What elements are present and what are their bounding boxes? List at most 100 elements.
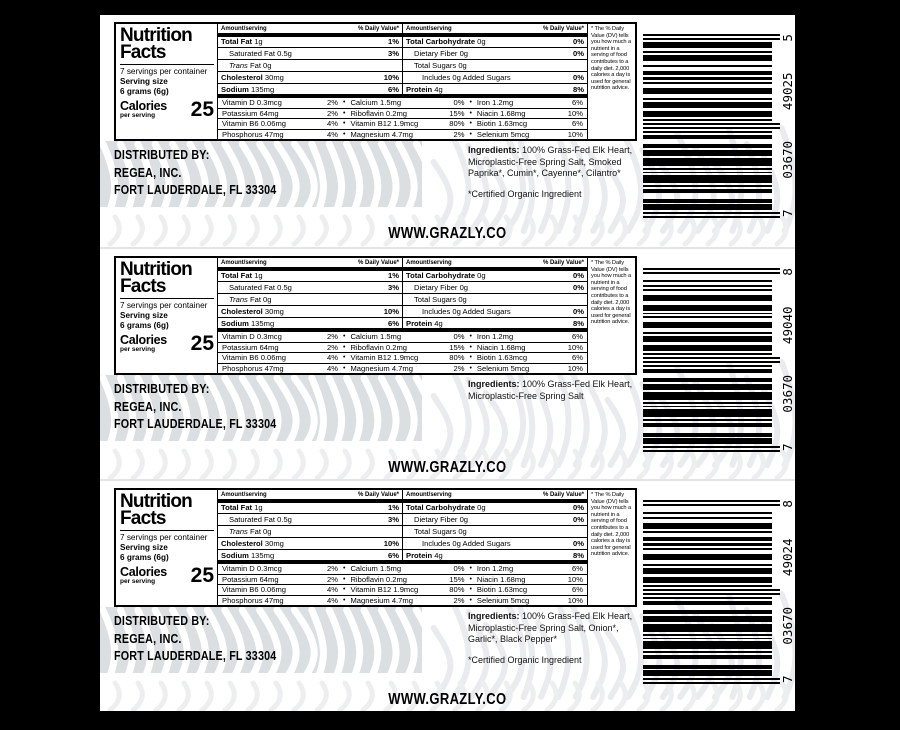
nutrition-facts-panel: Nutrition Facts 7 servings per container… [114, 488, 637, 607]
bullet-separator: • [469, 596, 472, 604]
ingredients-block: Ingredients: 100% Grass-Fed Elk Heart, M… [468, 611, 642, 666]
thick-rule [403, 499, 587, 503]
nutrient-row: Total Carbohydrate 0g 0% [406, 37, 584, 47]
nutrient-row: Sodium 135mg 6% [218, 82, 402, 95]
calories-value: 25 [190, 564, 214, 587]
nutrition-facts-left-panel: Nutrition Facts 7 servings per container… [116, 258, 218, 373]
nutrition-facts-left-panel: Nutrition Facts 7 servings per container… [116, 490, 218, 605]
labels-stack: Nutrition Facts 7 servings per container… [100, 15, 795, 711]
nutrient-row: Dietary Fiber 0g 0% [403, 47, 587, 59]
nutrient-row: Total Carbohydrate 0g 0% [406, 271, 584, 281]
distributor-address: FORT LAUDERDALE, FL 33304 [114, 417, 277, 431]
micronutrient-row: Phosphorus 47mg 4% • Magnesium 4.7mg 2% • … [218, 362, 587, 374]
nutrient-table: Amount/serving % Daily Value* Total Fat … [218, 24, 587, 139]
nutrient-row: Sodium 135mg 6% [218, 316, 402, 329]
serving-size-label: Serving size [120, 543, 168, 552]
distributor-line: DISTRIBUTED BY: [114, 148, 210, 162]
micronutrient-table: Vitamin D 0.3mcg 2% • Calcium 1.5mg 0% • I… [218, 98, 587, 139]
nutrient-row: Cholesterol 30mg 10% [218, 304, 402, 317]
bullet-separator: • [343, 109, 346, 117]
distributor-name: REGEA, INC. [114, 631, 182, 646]
micronutrient-row: Phosphorus 47mg 4% • Magnesium 4.7mg 2% • … [218, 128, 587, 140]
distributor-line: DISTRIBUTED BY: [114, 614, 210, 628]
serving-size-label: Serving size [120, 77, 168, 86]
thick-rule [403, 267, 587, 271]
upc-barcode: 7 03670 49040 8 [643, 267, 795, 452]
calories-label: Calories [120, 99, 167, 113]
title-line-1: Nutrition [120, 491, 193, 512]
micronutrient-row: Vitamin D 0.3mcg 2% • Calcium 1.5mg 0% • I… [222, 98, 583, 108]
column-header: Amount/serving % Daily Value* [403, 490, 587, 499]
title-divider [120, 64, 214, 65]
nutrient-column-left: Amount/serving % Daily Value* Total Fat … [218, 24, 402, 98]
micronutrient-row: Vitamin D 0.3mcg 2% • Calcium 1.5mg 0% • I… [222, 332, 583, 342]
calories-sublabel: per serving [120, 112, 156, 119]
nutrient-row: Saturated Fat 0.5g 3% [218, 281, 402, 293]
bullet-separator: • [343, 596, 346, 604]
bullet-separator: • [469, 364, 472, 372]
ingredients-label: Ingredients: [468, 379, 520, 389]
distributor-address: FORT LAUDERDALE, FL 33304 [114, 649, 277, 663]
nutrient-row: Protein 4g 8% [403, 82, 587, 95]
micronutrient-row: Potassium 64mg 2% • Riboflavin 0.2mg 15% •… [218, 573, 587, 585]
ingredients-label: Ingredients: [468, 145, 520, 155]
servings-per-container: 7 servings per container [120, 67, 208, 76]
amount-serving-header: Amount/serving [406, 492, 452, 498]
calories-row: Calories per serving 25 [120, 564, 214, 587]
micronutrient-row: Potassium 64mg 2% • Riboflavin 0.2mg 15% •… [218, 107, 587, 119]
amount-serving-header: Amount/serving [221, 492, 267, 498]
serving-size-value: 6 grams (6g) [120, 552, 169, 562]
nutrition-facts-title: Nutrition Facts [120, 26, 214, 61]
thick-rule [218, 328, 402, 332]
bullet-separator: • [343, 333, 346, 341]
serving-size-value: 6 grams (6g) [120, 320, 169, 330]
nutrient-column-left: Amount/serving % Daily Value* Total Fat … [218, 258, 402, 332]
nutrient-row: Total Fat 1g 1% [221, 37, 399, 47]
distributor-name: REGEA, INC. [114, 399, 182, 414]
nutrient-row: Total Sugars 0g [403, 59, 587, 71]
daily-value-header: % Daily Value* [542, 26, 584, 32]
product-label: Nutrition Facts 7 servings per container… [100, 479, 795, 711]
servings-per-container: 7 servings per container [120, 301, 208, 310]
nutrient-row: Dietary Fiber 0g 0% [403, 281, 587, 293]
amount-serving-header: Amount/serving [221, 260, 267, 266]
micronutrient-row: Vitamin B6 0.06mg 4% • Vitamin B12 1.9mcg… [218, 584, 587, 595]
bullet-separator: • [469, 575, 472, 583]
title-line-1: Nutrition [120, 25, 193, 46]
thick-rule [218, 94, 402, 98]
website-url: WWW.GRAZLY.CO [388, 691, 507, 708]
nutrition-facts-title: Nutrition Facts [120, 260, 214, 295]
nutrition-facts-left-panel: Nutrition Facts 7 servings per container… [116, 24, 218, 139]
nutrient-row: Total Carbohydrate 0g 0% [406, 503, 584, 513]
barcode-digits: 7 03670 49025 5 [779, 34, 795, 217]
barcode-bars [643, 499, 780, 684]
title-divider [120, 298, 214, 299]
barcode-bars [643, 267, 780, 452]
nutrient-row: Trans Fat 0g [218, 525, 402, 537]
nutrient-table: Amount/serving % Daily Value* Total Fat … [218, 258, 587, 373]
calories-row: Calories per serving 25 [120, 98, 214, 121]
thick-rule [218, 499, 402, 503]
ingredients-list: 100% Grass-Fed Elk Heart, Microplastic-F… [468, 379, 633, 401]
upc-barcode: 7 03670 49025 5 [643, 33, 795, 218]
daily-value-header: % Daily Value* [357, 26, 399, 32]
daily-value-header: % Daily Value* [357, 260, 399, 266]
amount-serving-header: Amount/serving [406, 26, 452, 32]
nutrient-row: Protein 4g 8% [403, 316, 587, 329]
fur-texture-decoration [100, 358, 795, 479]
nutrient-row: Includes 0g Added Sugars 0% [403, 536, 587, 549]
calories-value: 25 [190, 98, 214, 121]
nutrient-row: Dietary Fiber 0g 0% [403, 513, 587, 525]
daily-value-footnote: * The % Daily Value (DV) tells you how m… [587, 258, 634, 373]
website-url: WWW.GRAZLY.CO [388, 459, 507, 476]
bullet-separator: • [469, 99, 472, 107]
organic-note [468, 411, 642, 422]
nutrient-row: Total Sugars 0g [403, 525, 587, 537]
micronutrient-row: Vitamin B6 0.06mg 4% • Vitamin B12 1.9mcg… [218, 352, 587, 363]
nutrient-row: Saturated Fat 0.5g 3% [218, 47, 402, 59]
product-label: Nutrition Facts 7 servings per container… [100, 247, 795, 479]
nutrient-row: Sodium 135mg 6% [218, 548, 402, 561]
calories-sublabel: per serving [120, 578, 156, 585]
nutrient-column-left: Amount/serving % Daily Value* Total Fat … [218, 490, 402, 564]
